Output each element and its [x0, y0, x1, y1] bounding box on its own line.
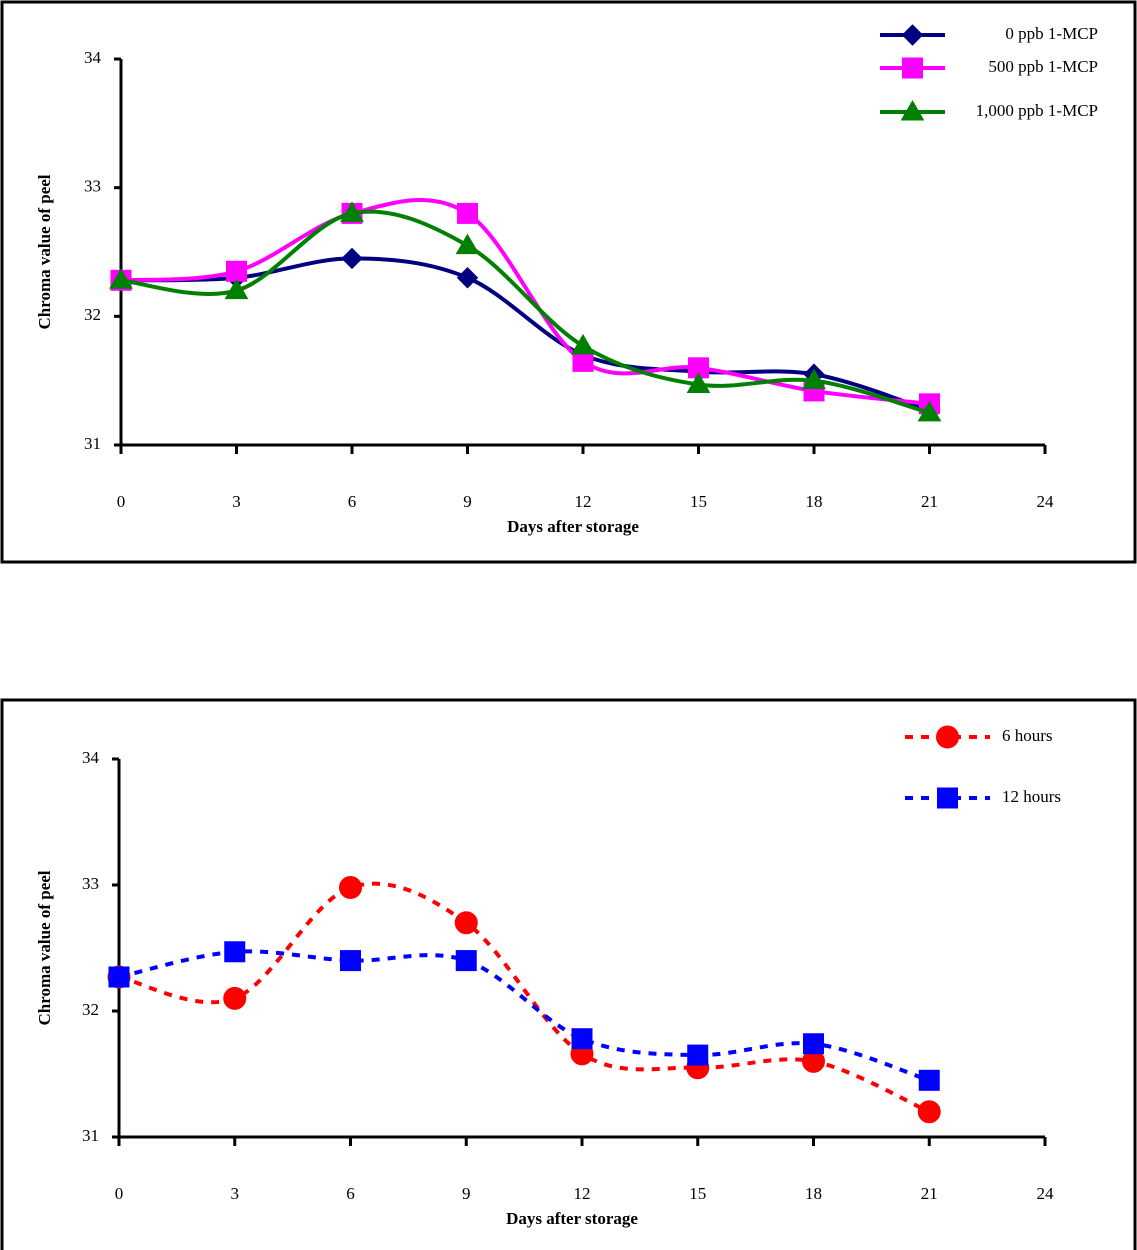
- legend-label: 12 hours: [1002, 787, 1061, 806]
- legend-marker: [901, 24, 924, 46]
- marker: [456, 267, 479, 289]
- y-tick-label: 32: [84, 305, 101, 324]
- marker: [918, 1069, 940, 1091]
- marker: [917, 400, 942, 422]
- marker: [339, 876, 362, 900]
- marker: [917, 1100, 941, 1124]
- x-tick-label: 18: [805, 1184, 822, 1203]
- y-axis-title: Chroma value of peel: [35, 174, 54, 329]
- marker: [108, 966, 130, 988]
- marker: [340, 950, 361, 972]
- x-axis-title: Days after storage: [506, 1209, 638, 1228]
- marker: [224, 941, 246, 963]
- marker: [687, 1044, 709, 1066]
- chart: 31 32 33 34 0 3 6 9 12 15 18 21 24 Days after storage…: [0, 698, 1137, 1250]
- series-line: [120, 209, 931, 415]
- marker: [571, 333, 595, 355]
- x-tick-label: 3: [232, 492, 241, 511]
- marker: [686, 372, 711, 394]
- legend-label: 6 hours: [1002, 726, 1053, 745]
- marker: [340, 201, 364, 222]
- x-tick-label: 3: [231, 1184, 240, 1203]
- y-tick-label: 31: [84, 434, 101, 453]
- x-tick-label: 21: [921, 492, 938, 511]
- legend-marker: [936, 725, 959, 749]
- marker: [454, 911, 478, 935]
- chart: 31 32 33 34 0 3 6 9 12 15 18 21 24 Days after storage…: [0, 0, 1137, 564]
- x-tick-label: 12: [574, 1184, 591, 1203]
- y-tick-label: 34: [84, 48, 102, 67]
- x-tick-label: 6: [348, 492, 357, 511]
- x-tick-label: 9: [462, 1184, 471, 1203]
- marker: [109, 268, 133, 289]
- marker: [223, 986, 247, 1010]
- marker: [802, 368, 826, 390]
- legend-marker: [902, 57, 923, 79]
- marker: [455, 950, 477, 972]
- y-tick-label: 33: [84, 177, 101, 196]
- marker: [341, 247, 363, 270]
- marker: [224, 278, 249, 300]
- marker: [226, 260, 247, 282]
- x-tick-label: 12: [575, 492, 592, 511]
- marker: [457, 202, 478, 224]
- legend-label: 1,000 ppb 1-MCP: [976, 101, 1098, 120]
- legend-marker: [937, 787, 958, 809]
- x-tick-label: 15: [690, 492, 707, 511]
- x-tick-label: 21: [921, 1184, 938, 1203]
- x-tick-label: 0: [115, 1184, 124, 1203]
- y-tick-label: 32: [82, 1000, 99, 1019]
- legend-label: 500 ppb 1-MCP: [988, 57, 1098, 76]
- marker: [571, 1028, 593, 1050]
- chart-frame: [0, 698, 1137, 1250]
- y-tick-label: 33: [82, 874, 99, 893]
- y-tick-label: 31: [82, 1126, 99, 1145]
- y-tick-label: 34: [82, 748, 100, 767]
- x-tick-label: 6: [346, 1184, 355, 1203]
- marker: [455, 233, 480, 255]
- x-tick-label: 15: [689, 1184, 706, 1203]
- x-tick-label: 0: [117, 492, 126, 511]
- chart-frame: [0, 0, 1137, 564]
- x-tick-label: 24: [1037, 1184, 1055, 1203]
- series-line: [120, 197, 930, 406]
- x-tick-label: 9: [463, 492, 472, 511]
- x-tick-label: 18: [806, 492, 823, 511]
- marker: [803, 1033, 824, 1055]
- x-axis-title: Days after storage: [507, 517, 639, 536]
- x-tick-label: 24: [1037, 492, 1055, 511]
- legend-label: 0 ppb 1-MCP: [1005, 24, 1098, 43]
- y-axis-title: Chroma value of peel: [35, 870, 54, 1025]
- legend-marker: [900, 100, 925, 121]
